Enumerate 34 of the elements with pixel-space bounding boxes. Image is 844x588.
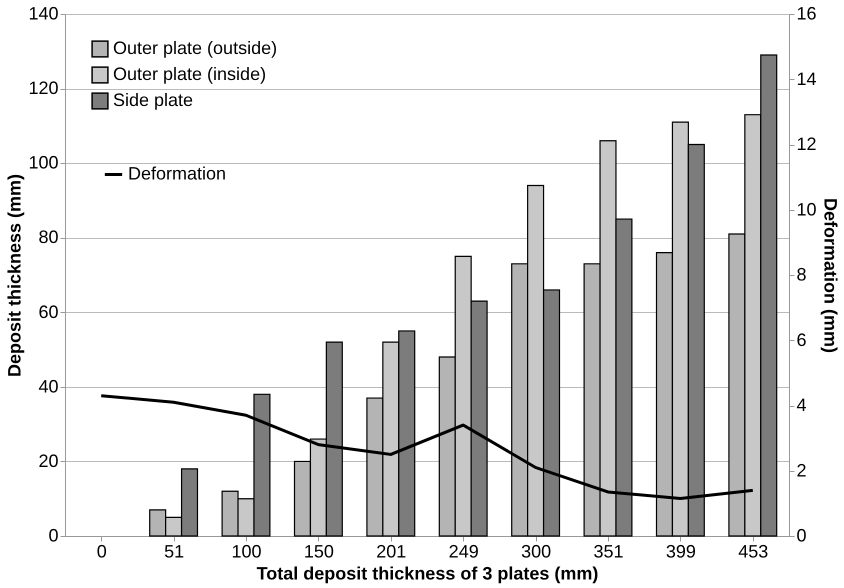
y2-tick-label: 16 — [796, 4, 817, 24]
y2-tick-label: 8 — [796, 264, 807, 284]
y2-tick-label: 2 — [796, 460, 807, 480]
y-tick-label: 100 — [28, 152, 58, 173]
y-tick-label: 140 — [28, 4, 58, 24]
legend-label: Outer plate (inside) — [113, 64, 266, 84]
y2-axis-title: Deformation (mm) — [820, 198, 841, 354]
x-tick-label: 351 — [593, 542, 624, 562]
x-axis-title: Total deposit thickness of 3 plates (mm) — [256, 564, 598, 584]
x-tick-label: 150 — [304, 542, 334, 562]
y2-tick-label: 10 — [796, 199, 817, 220]
y-tick-label: 20 — [38, 450, 58, 471]
y2-tick-label: 0 — [796, 526, 807, 546]
x-tick-label: 201 — [376, 542, 406, 562]
x-tick-label: 249 — [448, 542, 479, 562]
y2-tick-label: 6 — [796, 330, 807, 350]
legend-label: Side plate — [113, 90, 194, 110]
y2-tick-label: 14 — [796, 68, 817, 89]
x-tick-label: 100 — [231, 542, 262, 562]
x-tick-label: 453 — [738, 542, 768, 562]
y-tick-label: 60 — [38, 302, 58, 322]
y2-tick-label: 4 — [796, 395, 807, 415]
x-tick-label: 300 — [521, 542, 552, 562]
legend-label: Outer plate (outside) — [113, 38, 278, 58]
legend-label: Deformation — [128, 164, 226, 184]
y-tick-label: 0 — [48, 526, 58, 546]
y-tick-label: 120 — [28, 78, 58, 98]
y-tick-label: 80 — [38, 227, 58, 248]
y-tick-label: 40 — [38, 376, 58, 396]
x-tick-label: 399 — [666, 542, 696, 562]
y2-tick-label: 12 — [796, 134, 817, 154]
x-tick-label: 0 — [96, 542, 107, 562]
x-tick-label: 51 — [164, 542, 184, 562]
y-axis-title: Deposit thickness (mm) — [4, 174, 24, 378]
